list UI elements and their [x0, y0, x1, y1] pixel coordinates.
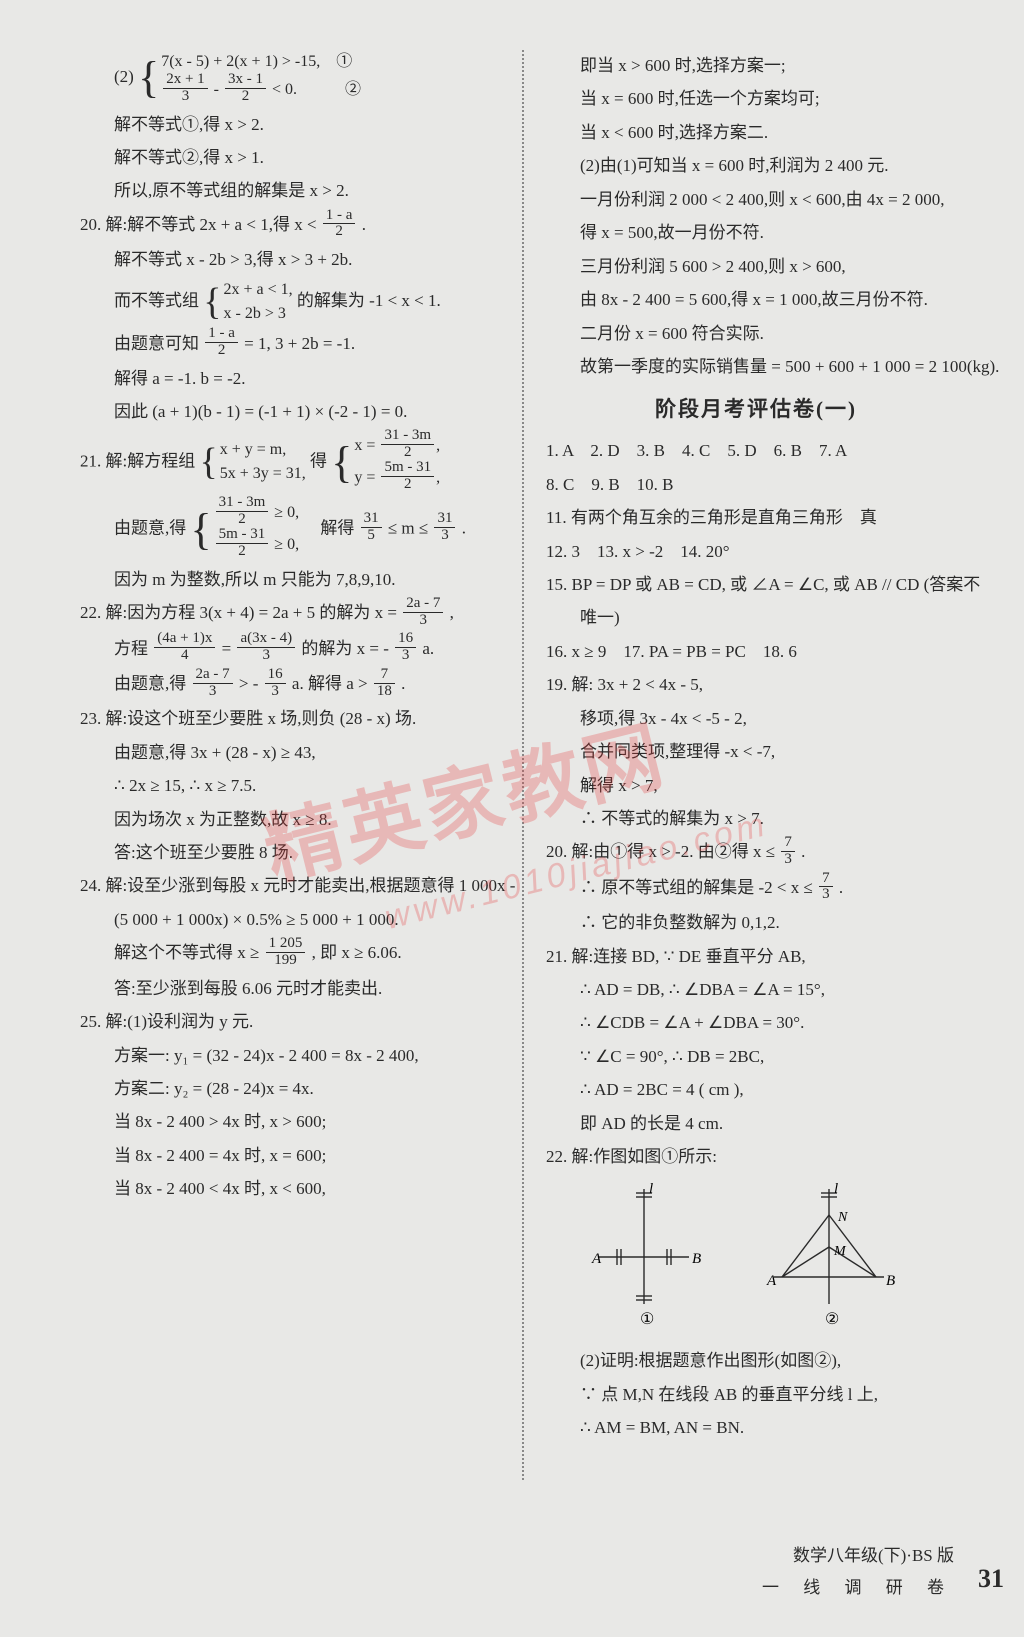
label-n: N	[837, 1210, 848, 1225]
q24-l3: 解这个不等式得 x ≥ 1 205199 , 即 x ≥ 6.06.	[80, 937, 500, 970]
q20r-l1: 20. 解:由①得 x > -2. 由②得 x ≤ 73 .	[546, 836, 966, 869]
page-columns: (2) { 7(x - 5) + 2(x + 1) > -15, ① 2x + …	[80, 50, 964, 1577]
text-line: 唯一)	[546, 602, 966, 633]
text-line: 12. 3 13. x > -2 14. 20°	[546, 536, 966, 567]
text-line: 11. 有两个角互余的三角形是直角三角形 真	[546, 502, 966, 533]
text-line: 一月份利润 2 000 < 2 400,则 x < 600,由 4x = 2 0…	[546, 184, 966, 215]
q20-l4: 由题意可知 1 - a2 = 1, 3 + 2b = -1.	[80, 328, 500, 361]
label-l1: l	[649, 1181, 653, 1197]
q22-l2: 方程 (4a + 1)x4 = a(3x - 4)3 的解为 x = - 163…	[80, 633, 500, 666]
text-line: ∴ AD = 2BC = 4 ( cm ),	[546, 1074, 966, 1105]
label-circ1: ①	[640, 1311, 654, 1328]
text-line: 解不等式②,得 x > 1.	[80, 142, 500, 173]
text-line: ∵ ∠C = 90°, ∴ DB = 2BC,	[546, 1041, 966, 1072]
mc-row: 1. A 2. D 3. B 4. C 5. D 6. B 7. A	[546, 435, 966, 466]
text-line: 15. BP = DP 或 AB = CD, 或 ∠A = ∠C, 或 AB /…	[546, 569, 966, 600]
page-footer: 数学八年级(下)·BS 版 一 线 调 研 卷	[762, 1540, 954, 1603]
label-b2: B	[886, 1273, 895, 1289]
text-line: 方案一: y₁ = (32 - 24)x - 2 400 = 8x - 2 40…	[80, 1040, 500, 1071]
text-line: 二月份 x = 600 符合实际.	[546, 318, 966, 349]
text-line: 三月份利润 5 600 > 2 400,则 x > 600,	[546, 251, 966, 282]
text-line: ∴ AM = BM, AN = BN.	[546, 1412, 966, 1443]
text-line: 当 x = 600 时,任选一个方案均可;	[546, 83, 966, 114]
text-line: (2)证明:根据题意作出图形(如图②),	[546, 1345, 966, 1376]
text-line: 当 8x - 2 400 > 4x 时, x > 600;	[80, 1106, 500, 1137]
text-line: 方案二: y₂ = (28 - 24)x = 4x.	[80, 1073, 500, 1104]
text-line: 答:这个班至少要胜 8 场.	[80, 837, 500, 868]
text-line: 解得 a = -1. b = -2.	[80, 363, 500, 394]
text-line: ∴ 它的非负整数解为 0,1,2.	[546, 907, 966, 938]
text-line: 答:至少涨到每股 6.06 元时才能卖出.	[80, 973, 500, 1004]
text-line: 即 AD 的长是 4 cm.	[546, 1108, 966, 1139]
label-l2: l	[834, 1181, 838, 1197]
text-line: 当 8x - 2 400 < 4x 时, x < 600,	[80, 1173, 500, 1204]
right-column: 即当 x > 600 时,选择方案一; 当 x = 600 时,任选一个方案均可…	[524, 50, 966, 1577]
q22-l1: 22. 解:因为方程 3(x + 4) = 2a + 5 的解为 x = 2a …	[80, 597, 500, 630]
text-line: 得 x = 500,故一月份不符.	[546, 217, 966, 248]
section-title: 阶段月考评估卷(一)	[546, 390, 966, 429]
text-line: 25. 解:(1)设利润为 y 元.	[80, 1006, 500, 1037]
label-a2: A	[766, 1273, 777, 1289]
text-line: 由 8x - 2 400 = 5 600,得 x = 1 000,故三月份不符.	[546, 284, 966, 315]
text-line: 23. 解:设这个班至少要胜 x 场,则负 (28 - x) 场.	[80, 703, 500, 734]
q20-l1: 20. 解:解不等式 2x + a < 1,得 x < 1 - a2 .	[80, 209, 500, 242]
text-line: 解不等式 x - 2b > 3,得 x > 3 + 2b.	[80, 244, 500, 275]
label-b1: B	[692, 1251, 701, 1267]
text-line: ∵ 点 M,N 在线段 AB 的垂直平分线 l 上,	[546, 1379, 966, 1410]
page-number: 31	[978, 1555, 1004, 1603]
text-line: 当 x < 600 时,选择方案二.	[546, 117, 966, 148]
q21-l1: 21. 解:解方程组 { x + y = m, 5x + 3y = 31, 得 …	[80, 430, 500, 495]
q2-system: (2) { 7(x - 5) + 2(x + 1) > -15, ① 2x + …	[80, 50, 500, 107]
text-line: ∴ AD = DB, ∴ ∠DBA = ∠A = 15°,	[546, 974, 966, 1005]
label-m: M	[833, 1244, 847, 1259]
label-circ2: ②	[825, 1311, 839, 1328]
left-column: (2) { 7(x - 5) + 2(x + 1) > -15, ① 2x + …	[80, 50, 522, 1577]
text-line: 当 8x - 2 400 = 4x 时, x = 600;	[80, 1140, 500, 1171]
footer-line2: 一 线 调 研 卷	[762, 1572, 954, 1603]
text-line: ∴ 2x ≥ 15, ∴ x ≥ 7.5.	[80, 770, 500, 801]
mc-row: 8. C 9. B 10. B	[546, 469, 966, 500]
q20-l3: 而不等式组 { 2x + a < 1, x - 2b > 3 的解集为 -1 <…	[80, 278, 500, 326]
construction-diagram: l A B ① l N M A B ②	[584, 1179, 914, 1329]
q20r-l2: ∴ 原不等式组的解集是 -2 < x ≤ 73 .	[546, 872, 966, 905]
text-line: 24. 解:设至少涨到每股 x 元时才能卖出,根据题意得 1 000x -	[80, 870, 500, 901]
text-line: 21. 解:连接 BD, ∵ DE 垂直平分 AB,	[546, 941, 966, 972]
text-line: ∴ ∠CDB = ∠A + ∠DBA = 30°.	[546, 1007, 966, 1038]
text-line: 16. x ≥ 9 17. PA = PB = PC 18. 6	[546, 636, 966, 667]
text-line: (5 000 + 1 000x) × 0.5% ≥ 5 000 + 1 000.	[80, 904, 500, 935]
text-line: 由题意,得 3x + (28 - x) ≥ 43,	[80, 737, 500, 768]
footer-line1: 数学八年级(下)·BS 版	[762, 1540, 954, 1571]
text-line: 因为 m 为整数,所以 m 只能为 7,8,9,10.	[80, 564, 500, 595]
q22-l3: 由题意,得 2a - 73 > - 163 a. 解得 a > 718 .	[80, 668, 500, 701]
text-line: 解得 x > 7,	[546, 770, 966, 801]
text-line: 因此 (a + 1)(b - 1) = (-1 + 1) × (-2 - 1) …	[80, 396, 500, 427]
text-line: ∴ 不等式的解集为 x > 7.	[546, 803, 966, 834]
text-line: 解不等式①,得 x > 2.	[80, 109, 500, 140]
text-line: 即当 x > 600 时,选择方案一;	[546, 50, 966, 81]
text-line: 因为场次 x 为正整数,故 x ≥ 8.	[80, 804, 500, 835]
q21-l2: 由题意,得 { 31 - 3m2 ≥ 0, 5m - 312 ≥ 0, 解得 3…	[80, 497, 500, 562]
text-line: 合并同类项,整理得 -x < -7,	[546, 736, 966, 767]
text-line: 22. 解:作图如图①所示:	[546, 1141, 966, 1172]
text-line: 移项,得 3x - 4x < -5 - 2,	[546, 703, 966, 734]
label-a1: A	[591, 1251, 602, 1267]
q2-lead: (2)	[114, 67, 134, 86]
text-line: (2)由(1)可知当 x = 600 时,利润为 2 400 元.	[546, 150, 966, 181]
text-line: 19. 解: 3x + 2 < 4x - 5,	[546, 669, 966, 700]
text-line: 故第一季度的实际销售量 = 500 + 600 + 1 000 = 2 100(…	[546, 351, 966, 382]
text-line: 所以,原不等式组的解集是 x > 2.	[80, 175, 500, 206]
